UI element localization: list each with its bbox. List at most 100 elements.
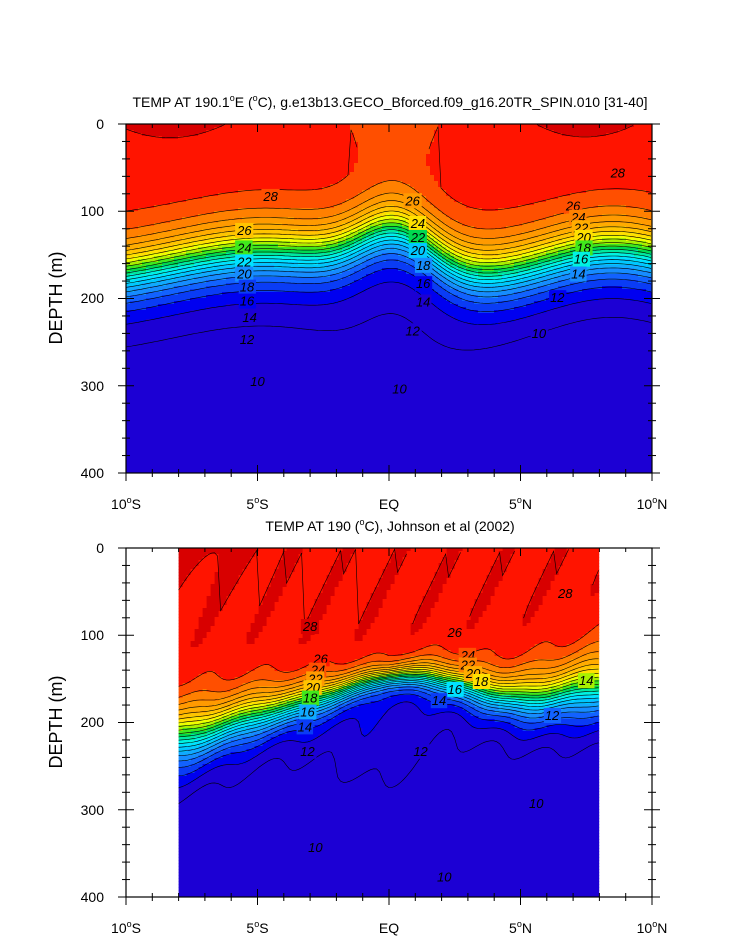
- contour-fill-cell: [210, 626, 252, 630]
- contour-fill-cell: [350, 671, 360, 675]
- contour-fill-cell: [486, 713, 516, 717]
- contour-fill-cell: [486, 581, 500, 585]
- contour-fill-cell: [206, 710, 224, 714]
- contour-fill-cell: [538, 262, 551, 266]
- contour-fill-cell: [430, 172, 652, 176]
- contour-fill-cell: [486, 668, 528, 672]
- contour-fill-cell: [330, 250, 343, 254]
- contour-fill-cell: [222, 226, 335, 230]
- contour-fill-cell: [190, 680, 252, 684]
- contour-fill-cell: [510, 554, 552, 558]
- contour-fill-cell: [378, 578, 396, 582]
- contour-fill-cell: [146, 268, 163, 272]
- contour-fill-cell: [526, 605, 540, 609]
- contour-fill-cell: [270, 719, 280, 723]
- contour-label-background: [446, 681, 464, 697]
- contour-fill-cell: [554, 548, 568, 552]
- contour-fill-cell: [126, 124, 223, 128]
- x-tick-label: EQ: [379, 920, 399, 936]
- contour-fill-cell: [274, 605, 316, 609]
- contour-fill-cell: [466, 268, 483, 272]
- contour-fill-cell: [154, 232, 187, 236]
- contour-fill-cell: [258, 605, 276, 609]
- contour-fill-cell: [178, 623, 200, 627]
- contour-fill-cell: [250, 710, 264, 714]
- contour-fill-cell: [126, 190, 239, 194]
- contour-fill-cell: [346, 241, 355, 245]
- contour-fill-cell: [310, 635, 356, 639]
- contour-fill-cell: [142, 241, 171, 245]
- contour-fill-cell: [378, 581, 396, 585]
- contour-label: 12: [413, 744, 428, 759]
- contour-fill-cell: [466, 704, 476, 708]
- contour-fill-cell: [294, 566, 332, 570]
- contour-fill-cell: [474, 226, 507, 230]
- contour-fill-cell: [254, 638, 300, 642]
- contour-fill-cell: [394, 247, 411, 251]
- contour-fill-cell: [198, 223, 251, 227]
- contour-fill-cell: [478, 617, 524, 621]
- contour-fill-cell: [370, 226, 383, 230]
- contour-fill-cell: [226, 734, 240, 738]
- contour-fill-cell: [322, 701, 328, 705]
- contour-fill-cell: [354, 271, 375, 275]
- contour-fill-cell: [338, 241, 347, 245]
- contour-fill-cell: [434, 220, 443, 224]
- contour-fill-cell: [426, 160, 652, 164]
- contour-fill-cell: [166, 271, 183, 275]
- contour-line-24: [178, 664, 599, 716]
- contour-fill-cell: [534, 614, 600, 618]
- contour-fill-cell: [430, 581, 448, 585]
- contour-fill-cell: [314, 677, 340, 681]
- contour-fill-cell: [358, 680, 368, 684]
- contour-fill-cell: [418, 707, 464, 711]
- contour-fill-cell: [350, 229, 359, 233]
- contour-fill-cell: [178, 701, 188, 705]
- contour-line-17: [125, 232, 652, 277]
- contour-line-29: [178, 548, 599, 627]
- contour-fill-cell: [258, 608, 276, 612]
- contour-fill-cell: [630, 235, 652, 239]
- contour-fill-cell: [550, 689, 564, 693]
- contour-fill-cell: [218, 698, 236, 702]
- contour-line-20: [178, 672, 599, 731]
- contour-fill-cell: [378, 611, 420, 615]
- contour-fill-cell: [434, 659, 456, 663]
- contour-fill-cell: [566, 644, 588, 648]
- contour-fill-cell: [626, 214, 652, 218]
- contour-fill-cell: [198, 268, 223, 272]
- contour-fill-cell: [178, 653, 372, 657]
- contour-fill-cell: [426, 220, 435, 224]
- contour-fill-cell: [186, 226, 223, 230]
- contour-fill-cell: [434, 214, 447, 218]
- contour-fill-cell: [454, 274, 463, 278]
- contour-fill-cell: [218, 746, 232, 750]
- contour-fill-cell: [338, 244, 351, 248]
- contour-fill-cell: [246, 698, 272, 702]
- contour-fill-cell: [466, 307, 515, 311]
- contour-fill-cell: [314, 719, 328, 723]
- contour-fill-cell: [582, 647, 600, 651]
- contour-fill-cell: [490, 683, 552, 687]
- contour-fill-cell: [426, 713, 436, 717]
- contour-fill-cell: [226, 596, 264, 600]
- contour-fill-cell: [322, 683, 336, 687]
- contour-fill-cell: [406, 208, 419, 212]
- contour-fill-cell: [514, 656, 564, 660]
- contour-fill-cell: [434, 572, 452, 576]
- contour-fill-cell: [126, 355, 652, 359]
- contour-fill-cell: [178, 734, 192, 738]
- contour-fill-cell: [546, 274, 563, 278]
- contour-fill-cell: [230, 707, 240, 711]
- y-tick-label: 100: [81, 627, 105, 643]
- contour-fill-cell: [370, 187, 415, 191]
- contour-fill-cell: [178, 593, 212, 597]
- contour-fill-cell: [234, 587, 268, 591]
- contour-fill-cell: [126, 298, 147, 302]
- contour-fill-cell: [322, 587, 336, 591]
- contour-fill-cell: [546, 725, 600, 729]
- contour-fill-cell: [454, 316, 527, 320]
- contour-line-11: [125, 259, 652, 304]
- contour-fill-cell: [178, 641, 192, 645]
- contour-line-13: [125, 248, 652, 293]
